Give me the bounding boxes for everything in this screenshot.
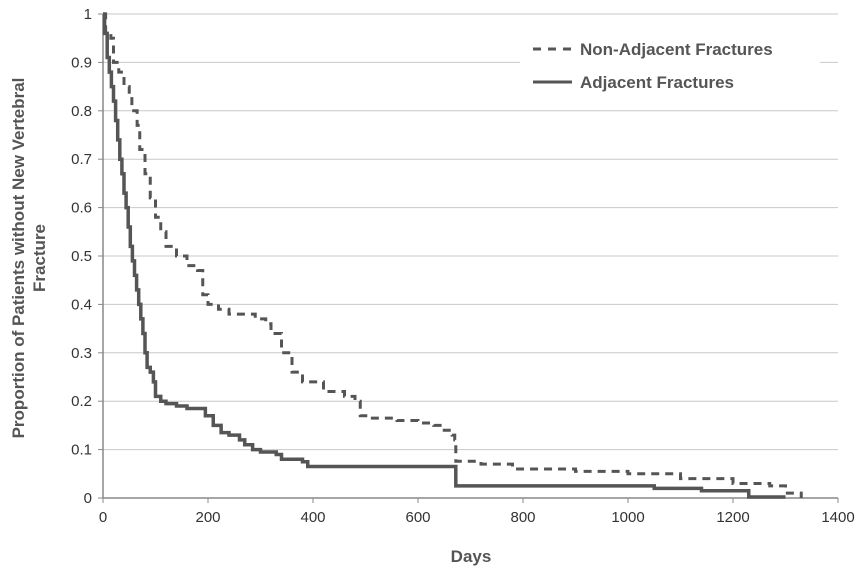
x-tick-label-5: 1000	[611, 509, 644, 526]
y-axis-title-line-2: Fracture	[30, 224, 49, 292]
y-tick-label-9: 0.9	[71, 54, 92, 71]
x-tick-label-2: 400	[300, 509, 325, 526]
y-tick-label-0: 0	[84, 490, 92, 507]
legend-label-adjacent: Adjacent Fractures	[580, 73, 734, 92]
y-tick-label-5: 0.5	[71, 248, 92, 265]
y-axis-title: Proportion of Patients without New Verte…	[9, 78, 49, 439]
y-tick-label-6: 0.6	[71, 200, 92, 217]
x-tick-label-4: 800	[510, 509, 535, 526]
y-tick-label-7: 0.7	[71, 151, 92, 168]
legend: Non-Adjacent Fractures Adjacent Fracture…	[520, 33, 820, 96]
x-tick-label-1: 200	[195, 509, 220, 526]
y-tick-label-8: 0.8	[71, 103, 92, 120]
series-lines	[102, 12, 803, 499]
x-tick-label-6: 1200	[716, 509, 749, 526]
y-tick-label-10: 1	[84, 6, 92, 23]
y-tick-label-3: 0.3	[71, 345, 92, 362]
tick-labels: 0 0.1 0.2 0.3 0.4 0.5 0.6 0.7 0.8 0.9 1 0 200 400 600 8…	[71, 6, 855, 526]
x-tick-label-7: 1400	[821, 509, 854, 526]
x-axis-title: Days	[451, 547, 492, 566]
y-axis-title-line-1: Proportion of Patients without New Verte…	[9, 78, 28, 439]
axes	[98, 13, 839, 503]
series-line-non-adjacent-fractures	[103, 12, 803, 498]
gridlines	[103, 13, 838, 451]
x-tick-label-3: 600	[405, 509, 430, 526]
legend-label-non-adjacent: Non-Adjacent Fractures	[580, 40, 773, 59]
x-tick-label-0: 0	[99, 509, 107, 526]
y-tick-label-1: 0.1	[71, 442, 92, 459]
y-tick-label-2: 0.2	[71, 393, 92, 410]
y-tick-label-4: 0.4	[71, 296, 92, 313]
legend-box	[520, 33, 820, 96]
series-line-adjacent-fractures	[102, 12, 786, 499]
